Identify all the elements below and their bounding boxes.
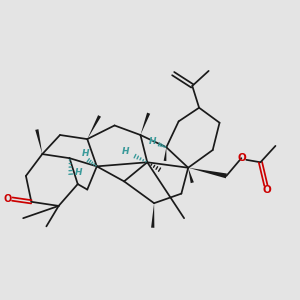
Text: O: O — [238, 153, 246, 163]
Text: O: O — [263, 185, 272, 195]
Text: O: O — [3, 194, 11, 204]
Polygon shape — [87, 115, 101, 139]
Polygon shape — [35, 129, 42, 154]
Polygon shape — [188, 168, 194, 183]
Polygon shape — [188, 168, 227, 178]
Text: H: H — [122, 147, 130, 156]
Text: H: H — [75, 168, 82, 177]
Polygon shape — [164, 147, 166, 161]
Polygon shape — [140, 112, 150, 135]
Text: H: H — [82, 149, 90, 158]
Text: H: H — [148, 137, 156, 146]
Polygon shape — [151, 203, 154, 228]
